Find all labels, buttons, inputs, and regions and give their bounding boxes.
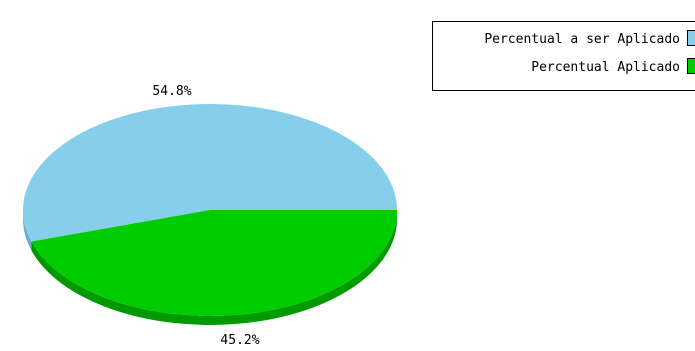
pie-side-percentual-a-ser-aplicado — [23, 210, 32, 251]
legend: Percentual a ser Aplicado Percentual Apl… — [432, 21, 695, 91]
legend-label-percentual-aplicado: Percentual Aplicado — [531, 60, 680, 75]
legend-swatch-percentual-a-ser-aplicado — [687, 30, 695, 46]
legend-label-percentual-a-ser-aplicado: Percentual a ser Aplicado — [484, 32, 680, 47]
pie-slice-percentual-a-ser-aplicado — [22, 104, 397, 242]
pie-slice-percentual-aplicado — [31, 210, 397, 317]
pie-slices — [22, 104, 397, 317]
legend-box — [432, 21, 695, 91]
legend-swatch-percentual-aplicado — [687, 58, 695, 74]
pie-3d-sides — [23, 210, 398, 326]
slice-value-label-percentual-aplicado: 45.2% — [220, 333, 259, 348]
slice-value-label-percentual-a-ser-aplicado: 54.8% — [152, 84, 191, 99]
